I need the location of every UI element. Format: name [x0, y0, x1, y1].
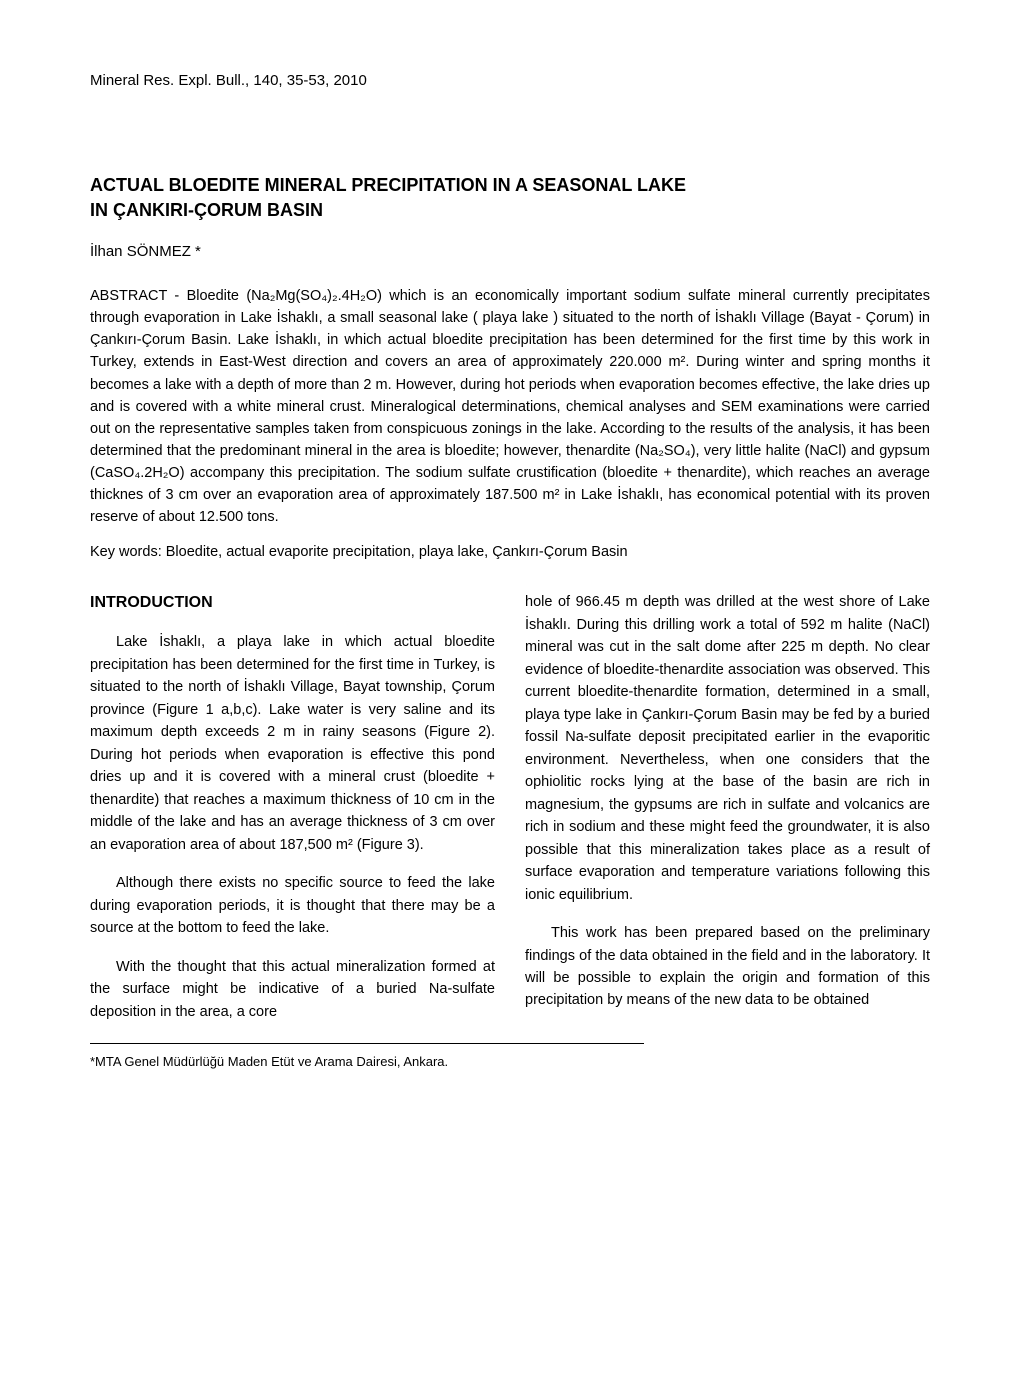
title-line-2: IN ÇANKIRI-ÇORUM BASIN — [90, 200, 323, 220]
left-column: INTRODUCTION Lake İshaklı, a playa lake … — [90, 591, 495, 1039]
intro-paragraph-3: With the thought that this actual minera… — [90, 956, 495, 1023]
abstract-text: Bloedite (Na₂Mg(SO₄)₂.4H₂O) which is an … — [90, 288, 930, 524]
abstract-block: ABSTRACT - Bloedite (Na₂Mg(SO₄)₂.4H₂O) w… — [90, 285, 930, 527]
right-column: hole of 966.45 m depth was drilled at th… — [525, 591, 930, 1039]
right-paragraph-2: This work has been prepared based on the… — [525, 922, 930, 1012]
keywords-label: Key words: — [90, 544, 166, 560]
article-title: ACTUAL BLOEDITE MINERAL PRECIPITATION IN… — [90, 173, 930, 223]
intro-paragraph-1: Lake İshaklı, a playa lake in which actu… — [90, 631, 495, 856]
intro-paragraph-2: Although there exists no specific source… — [90, 872, 495, 939]
journal-reference: Mineral Res. Expl. Bull., 140, 35-53, 20… — [90, 70, 930, 93]
author-line: İlhan SÖNMEZ * — [90, 241, 930, 264]
keywords-line: Key words: Bloedite, actual evaporite pr… — [90, 542, 930, 564]
two-column-body: INTRODUCTION Lake İshaklı, a playa lake … — [90, 591, 930, 1039]
keywords-text: Bloedite, actual evaporite precipitation… — [166, 544, 628, 560]
title-line-1: ACTUAL BLOEDITE MINERAL PRECIPITATION IN… — [90, 175, 686, 195]
introduction-heading: INTRODUCTION — [90, 591, 495, 615]
abstract-label: ABSTRACT - — [90, 288, 187, 304]
right-paragraph-1: hole of 966.45 m depth was drilled at th… — [525, 591, 930, 906]
footnote-rule — [90, 1043, 644, 1044]
footnote-text: *MTA Genel Müdürlüğü Maden Etüt ve Arama… — [90, 1052, 930, 1072]
